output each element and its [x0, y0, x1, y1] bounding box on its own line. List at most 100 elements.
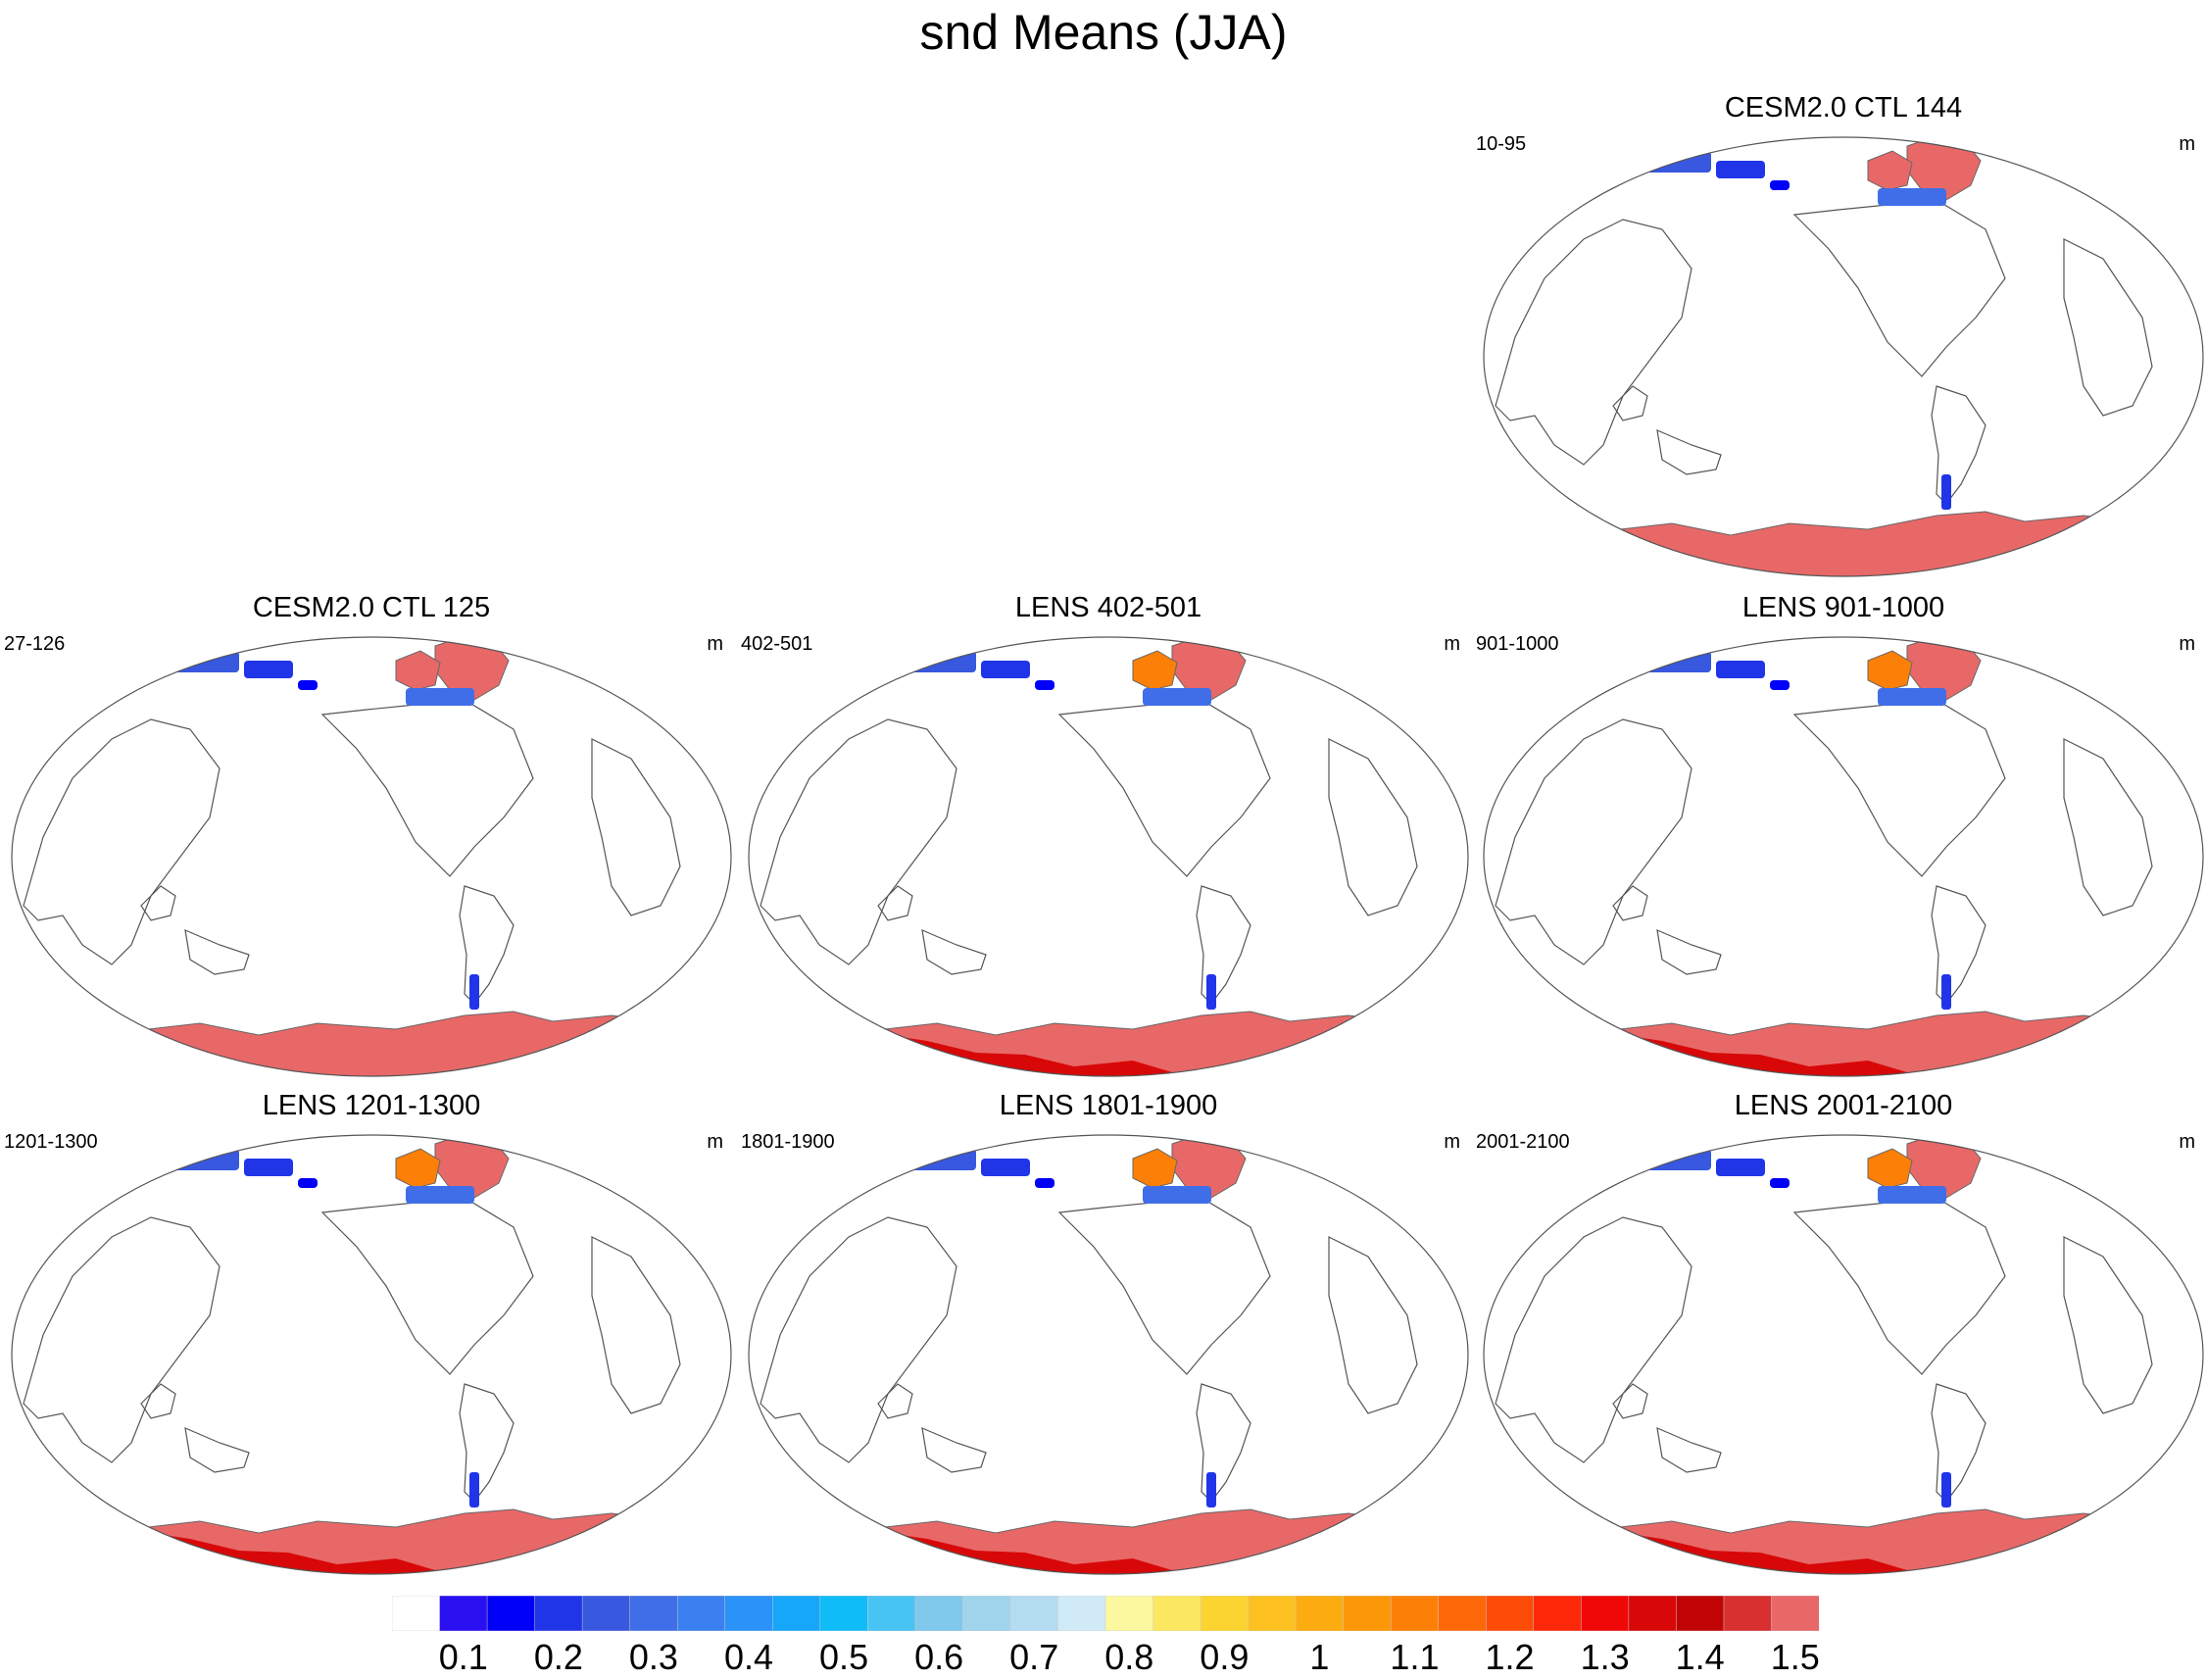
coastline	[1792, 1197, 2006, 1375]
coastline	[1057, 699, 1271, 877]
panel-period-label: 1801-1900	[741, 1131, 835, 1153]
colorbar-swatch	[1771, 1596, 1819, 1631]
colorbar-swatch	[1295, 1596, 1345, 1631]
map-panel: LENS 1201-1300 1201-1300 m	[4, 1090, 739, 1584]
coastline	[1792, 199, 2006, 377]
snow-cover-patch	[1143, 688, 1211, 706]
map-boundary	[11, 1134, 732, 1575]
colorbar-swatch	[534, 1596, 583, 1631]
antarctica-deep-snow-region	[1270, 1551, 1447, 1574]
map-plot	[11, 1134, 732, 1575]
colorbar-swatch	[867, 1596, 916, 1631]
coastline	[1495, 1216, 1692, 1463]
antarctica-snow-region	[1484, 511, 2203, 576]
colorbar-swatch	[1200, 1596, 1250, 1631]
map-boundary	[1483, 136, 2204, 577]
colorbar-swatch	[439, 1596, 488, 1631]
snow-cover-patch	[1143, 1186, 1211, 1204]
andes-snow-patch	[1941, 474, 1951, 510]
arctic-archipelago-snow-region	[1132, 650, 1178, 691]
snow-cover-patch	[1035, 1178, 1054, 1188]
colorbar-swatch	[819, 1596, 869, 1631]
map-panel: LENS 402-501 402-501 m	[741, 592, 1476, 1086]
coastline	[1931, 885, 1986, 1005]
coastline	[1328, 738, 1418, 916]
colorbar-swatch	[1628, 1596, 1678, 1631]
coastline	[1612, 885, 1648, 921]
snow-cover-patch	[298, 1178, 318, 1188]
panel-title: CESM2.0 CTL 125	[252, 592, 491, 623]
snow-cover-patch	[1770, 1178, 1790, 1188]
andes-snow-patch	[1941, 1472, 1951, 1507]
panel-units-label: m	[707, 633, 723, 655]
map-plot	[1483, 1134, 2204, 1575]
colorbar-tick-label: 0.4	[723, 1637, 774, 1677]
coastline	[184, 1427, 250, 1473]
colorbar-swatch	[914, 1596, 964, 1631]
map-boundary	[1483, 636, 2204, 1077]
map-boundary	[748, 1134, 1469, 1575]
panel-units-label: m	[2179, 633, 2195, 655]
colorbar-labels: 0.1 0.2 0.3 0.4 0.5 0.6 0.7 0.8 0.9 1 1.1 1.2 1.3 1.4…	[392, 1637, 1820, 1680]
snow-cover-patch	[1878, 1186, 1946, 1204]
arctic-archipelago-snow-region	[1867, 650, 1913, 691]
coastline	[1328, 1236, 1418, 1414]
map-panel: LENS 2001-2100 2001-2100 m	[1476, 1090, 2207, 1584]
coastline	[320, 699, 534, 877]
antarctica-snow-region	[12, 1011, 731, 1076]
snow-cover-patch	[981, 1159, 1030, 1176]
coastline	[877, 885, 913, 921]
colorbar-tick-label: 0.5	[819, 1637, 869, 1677]
coastline	[877, 1383, 913, 1419]
coastline	[2063, 1236, 2153, 1414]
arctic-archipelago-snow-region	[1867, 1148, 1913, 1189]
colorbar-tick-label: 1.3	[1580, 1637, 1630, 1677]
snow-cover-patch	[1770, 680, 1790, 690]
map-boundary	[1483, 1134, 2204, 1575]
coastline	[921, 1427, 987, 1473]
coastline	[140, 1383, 176, 1419]
arctic-archipelago-snow-region	[395, 650, 441, 691]
coastline	[760, 718, 957, 965]
coastline	[1656, 929, 1722, 975]
antarctica-deep-snow-region	[2005, 1053, 2182, 1076]
colorbar-swatch	[1723, 1596, 1773, 1631]
panel-title: LENS 901-1000	[1741, 592, 1945, 623]
colorbar-swatch	[392, 1596, 441, 1631]
andes-snow-patch	[1206, 1472, 1216, 1507]
colorbar-swatch	[1486, 1596, 1535, 1631]
coastline	[921, 929, 987, 975]
snow-cover-patch	[1770, 180, 1790, 190]
colorbar-tick-label: 0.2	[533, 1637, 583, 1677]
colorbar-tick-label: 0.1	[438, 1637, 488, 1677]
coastline	[1196, 1383, 1251, 1503]
colorbar-swatch	[1533, 1596, 1583, 1631]
panel-period-label: 901-1000	[1476, 633, 1559, 655]
map-panel: LENS 1801-1900 1801-1900 m	[741, 1090, 1476, 1584]
map-plot	[11, 636, 732, 1077]
snow-cover-patch	[406, 688, 474, 706]
colorbar-swatch	[629, 1596, 678, 1631]
panel-title: LENS 2001-2100	[1734, 1090, 1953, 1121]
snow-cover-patch	[298, 680, 318, 690]
snow-cover-patch	[981, 661, 1030, 678]
coastline	[23, 1216, 221, 1463]
antarctica-deep-snow-region	[2005, 1551, 2182, 1574]
colorbar-tick-label: 0.8	[1104, 1637, 1154, 1677]
panel-units-label: m	[1444, 633, 1460, 655]
panel-units-label: m	[707, 1131, 723, 1153]
colorbar-swatch	[1390, 1596, 1440, 1631]
colorbar-swatch	[1153, 1596, 1202, 1631]
coastline	[1495, 718, 1692, 965]
andes-snow-patch	[1206, 974, 1216, 1010]
coastline	[591, 1236, 681, 1414]
panel-units-label: m	[2179, 133, 2195, 155]
coastline	[2063, 238, 2153, 417]
arctic-archipelago-snow-region	[395, 1148, 441, 1189]
coastline	[1931, 385, 1986, 505]
coastline	[459, 885, 515, 1005]
colorbar-swatch	[1057, 1596, 1106, 1631]
panel-units-label: m	[2179, 1131, 2195, 1153]
panel-period-label: 27-126	[4, 633, 66, 655]
snow-cover-patch	[1716, 1159, 1765, 1176]
